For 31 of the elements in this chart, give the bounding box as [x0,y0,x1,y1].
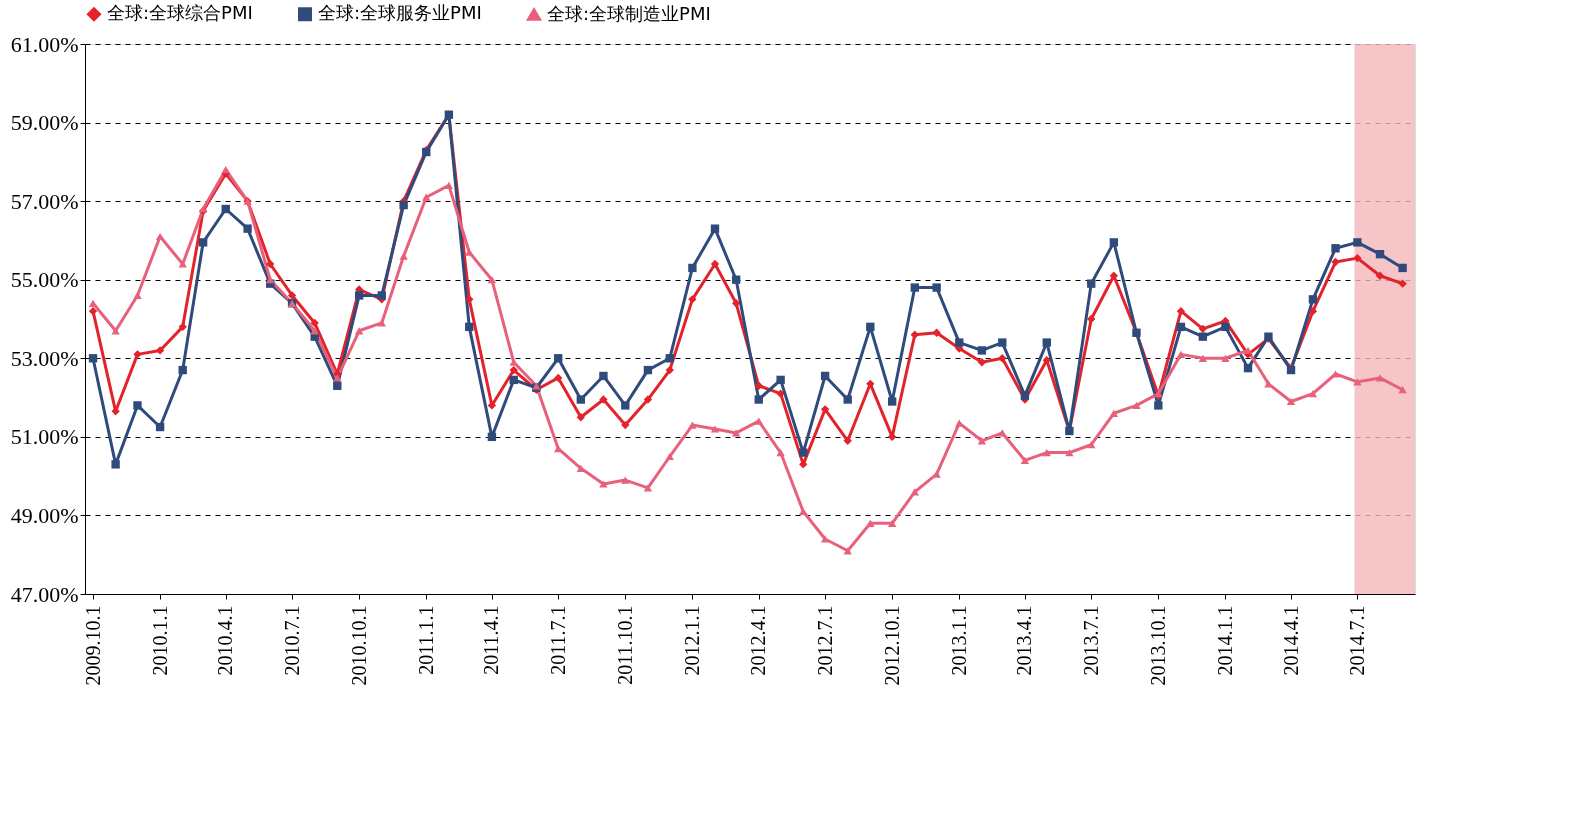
x-tick-label: 2011.4.1 [480,605,503,675]
x-tick-label: 2012.4.1 [747,605,770,676]
x-tick-label: 2011.7.1 [546,605,569,675]
legend-label: 全球:全球制造业PMI [547,2,711,24]
y-tick-label: 55.00% [10,267,79,293]
y-tick-label: 57.00% [10,188,79,214]
x-tick-label: 2012.10.1 [880,605,903,686]
x-tick-label: 2013.10.1 [1146,605,1169,686]
x-tick-label: 2013.4.1 [1013,605,1036,676]
x-tick-label: 2014.7.1 [1345,605,1368,676]
legend-label: 全球:全球综合PMI [107,2,253,24]
x-tick-label: 2010.4.1 [214,605,237,676]
x-tick-label: 2012.7.1 [813,605,836,676]
y-tick-label: 51.00% [10,424,79,450]
x-tick-label: 2010.7.1 [280,605,303,676]
x-tick-label: 2010.1.1 [148,605,171,676]
x-tick-label: 2013.7.1 [1079,605,1102,676]
x-tick-label: 2010.10.1 [347,605,370,686]
x-tick-label: 2013.1.1 [947,605,970,676]
x-tick-label: 2011.1.1 [414,605,437,675]
x-tick-label: 2014.4.1 [1279,605,1302,676]
x-tick-label: 2014.1.1 [1213,605,1236,676]
y-tick-label: 49.00% [10,502,79,528]
legend-label: 全球:全球服务业PMI [318,2,482,24]
x-tick-label: 2011.10.1 [613,605,636,685]
x-tick-label: 2012.1.1 [680,605,703,676]
y-tick-label: 59.00% [10,110,79,136]
y-tick-label: 61.00% [10,31,79,57]
y-tick-label: 53.00% [10,345,79,371]
y-tick-label: 47.00% [10,581,79,607]
x-tick-label: 2009.10.1 [81,605,104,686]
